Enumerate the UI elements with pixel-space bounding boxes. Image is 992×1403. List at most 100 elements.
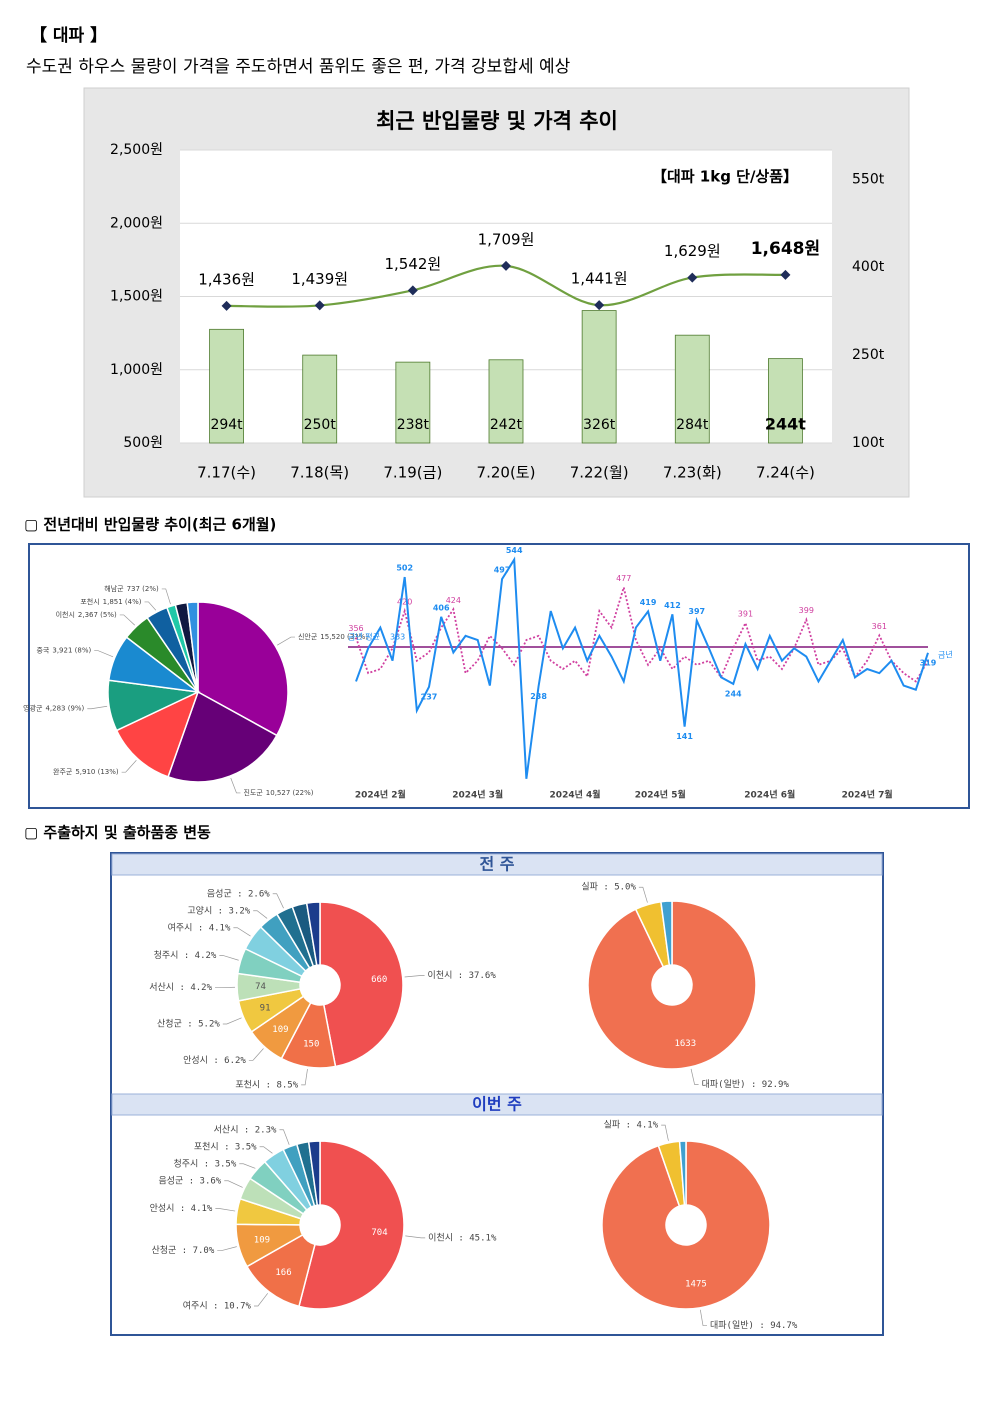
y2-tick-label: 400t bbox=[852, 259, 885, 275]
slice-value: 660 bbox=[371, 975, 387, 985]
slice-category: 완주군 bbox=[53, 768, 73, 776]
leader-line bbox=[119, 614, 135, 626]
leader-line bbox=[230, 777, 241, 794]
slice-value: 1475 bbox=[685, 1280, 707, 1290]
y-tick-label: 2,000원 bbox=[110, 215, 163, 231]
point-label: 406 bbox=[433, 603, 450, 612]
slice-value-label: 3,921 (8%) bbox=[52, 647, 91, 655]
slice-label: 이천시 : 45.1% bbox=[428, 1232, 497, 1243]
slice-label: 실파 : 4.1% bbox=[604, 1120, 659, 1131]
price-marker bbox=[407, 285, 418, 296]
point-label: 356 bbox=[348, 624, 363, 633]
slice-label: 포천시 : 8.5% bbox=[235, 1079, 298, 1090]
slice-category: 이천시 bbox=[56, 610, 75, 619]
leader-line bbox=[87, 705, 108, 710]
leader-line bbox=[248, 1048, 264, 1061]
point-label: 544 bbox=[506, 546, 523, 555]
slice-value-label: 4,283 (9%) bbox=[45, 705, 84, 713]
slice-label: 산청군 : 7.0% bbox=[152, 1245, 215, 1256]
leader-line bbox=[690, 1068, 699, 1085]
slice-label: 안성시 : 6.2% bbox=[183, 1055, 246, 1066]
x-tick-label: 7.18(목) bbox=[290, 464, 349, 482]
slice-value-label: 10,527 (22%) bbox=[266, 789, 314, 797]
slice bbox=[587, 900, 757, 1070]
legend-label: 금년 bbox=[938, 649, 953, 659]
slice-label: 여주시 : 4.1% bbox=[168, 921, 231, 933]
slice bbox=[298, 1140, 405, 1310]
point-label: 244 bbox=[725, 689, 742, 698]
slice-category: 영광군 bbox=[23, 704, 43, 713]
bar bbox=[488, 359, 524, 444]
slice-label: 이천시 : 37.6% bbox=[428, 970, 497, 981]
point-label: 141 bbox=[676, 732, 693, 741]
slice-label: 실파 : 5.0% bbox=[581, 882, 636, 893]
x-tick-label: 7.24(수) bbox=[756, 464, 815, 482]
leader-line bbox=[161, 588, 171, 605]
leader-line bbox=[405, 1235, 426, 1239]
leader-line bbox=[277, 636, 295, 646]
chart-annotation: 【대파 1kg 단/상품】 bbox=[652, 168, 798, 186]
leader-line bbox=[404, 975, 425, 978]
slice-category: 진도군 bbox=[243, 788, 263, 797]
leader-line bbox=[219, 955, 239, 961]
page-title: 【 대파 】 bbox=[30, 25, 107, 46]
y-tick-label: 2,500원 bbox=[110, 142, 163, 158]
slice-category: 중국 bbox=[36, 647, 49, 655]
y-tick-label: 500원 bbox=[123, 435, 163, 451]
point-label: 497 bbox=[494, 566, 511, 575]
bar bbox=[674, 334, 710, 444]
leader-line bbox=[121, 760, 137, 773]
section-title: ▢ 전년대비 반입물량 추이(최근 6개월) bbox=[24, 516, 276, 534]
x-tick-label: 2024년 2월 bbox=[355, 789, 406, 801]
slice-value: 91 bbox=[260, 1003, 271, 1013]
leader-line bbox=[301, 1069, 308, 1086]
leader-line bbox=[699, 1309, 707, 1326]
point-label: 477 bbox=[616, 574, 631, 583]
price-label: 1,439원 bbox=[291, 270, 348, 288]
slice-label: 산청군 : 5.2% bbox=[157, 1018, 220, 1029]
slice-category: 해남군 bbox=[104, 584, 124, 593]
point-label: 424 bbox=[446, 596, 461, 605]
price-label: 1,441원 bbox=[571, 270, 628, 288]
slice-label: 여주시 : 10.7% bbox=[183, 1299, 252, 1311]
slice-label: 신안군 15,520 (33%) bbox=[298, 632, 368, 641]
slice bbox=[197, 601, 289, 737]
point-label: 420 bbox=[397, 598, 412, 607]
bar bbox=[581, 310, 617, 444]
y2-tick-label: 250t bbox=[852, 347, 885, 363]
slice-value: 109 bbox=[254, 1236, 270, 1246]
x-tick-label: 2024년 6월 bbox=[744, 789, 795, 801]
leader-line bbox=[144, 601, 157, 611]
reference-value: 333 bbox=[390, 633, 405, 642]
slice-label: 해남군 737 (2%) bbox=[104, 584, 159, 593]
slice-value-label: 2,367 (5%) bbox=[78, 611, 117, 619]
slice-value: 704 bbox=[371, 1228, 387, 1238]
slice-label: 이천시 2,367 (5%) bbox=[56, 610, 117, 619]
section-title: ▢ 주출하지 및 출하품종 변동 bbox=[24, 824, 211, 842]
slice bbox=[305, 901, 321, 967]
panel-header-text: 전 주 bbox=[479, 855, 514, 874]
point-label: 238 bbox=[530, 692, 547, 701]
price-label: 1,436원 bbox=[198, 270, 255, 288]
price-label: 1,629원 bbox=[664, 242, 721, 260]
slice-label: 대파(일반) : 92.9% bbox=[702, 1079, 790, 1090]
leader-line bbox=[253, 1293, 268, 1307]
panel-header bbox=[111, 853, 883, 876]
slice-category: 포천시 bbox=[80, 597, 99, 606]
y2-tick-label: 100t bbox=[852, 435, 885, 451]
bar-label: 284t bbox=[676, 417, 709, 433]
slice bbox=[186, 601, 199, 693]
slice-label: 서산시 : 2.3% bbox=[214, 1124, 277, 1135]
slice-value: 109 bbox=[272, 1025, 288, 1035]
slice-label: 중국 3,921 (8%) bbox=[36, 647, 91, 655]
slice-value-label: 1,851 (4%) bbox=[103, 598, 142, 606]
slice-value: 166 bbox=[275, 1268, 291, 1278]
slice-label: 청주시 : 4.2% bbox=[154, 950, 217, 961]
leader-line bbox=[215, 1208, 236, 1212]
x-tick-label: 2024년 3월 bbox=[452, 789, 503, 801]
leader-line bbox=[279, 1129, 290, 1145]
leader-line bbox=[253, 910, 268, 919]
slice-label: 음성군 : 3.6% bbox=[158, 1175, 221, 1186]
x-tick-label: 7.23(화) bbox=[663, 464, 722, 482]
y2-tick-label: 550t bbox=[852, 171, 885, 187]
